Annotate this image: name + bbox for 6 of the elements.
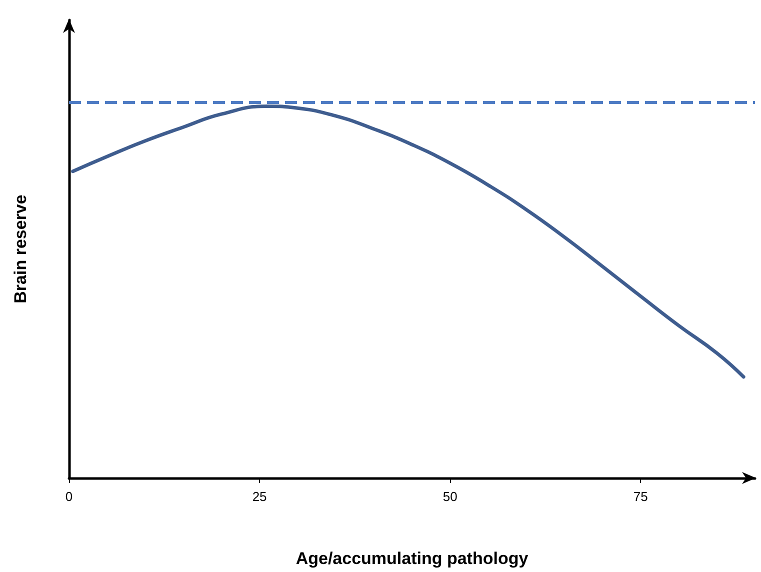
x-tick-label: 75: [633, 489, 648, 504]
y-axis-title: Brain reserve: [11, 194, 30, 304]
x-tick-label: 0: [65, 489, 73, 504]
x-tick-label: 25: [252, 489, 267, 504]
x-axis-title: Age/accumulating pathology: [296, 549, 529, 568]
x-tick-label: 50: [442, 489, 458, 504]
